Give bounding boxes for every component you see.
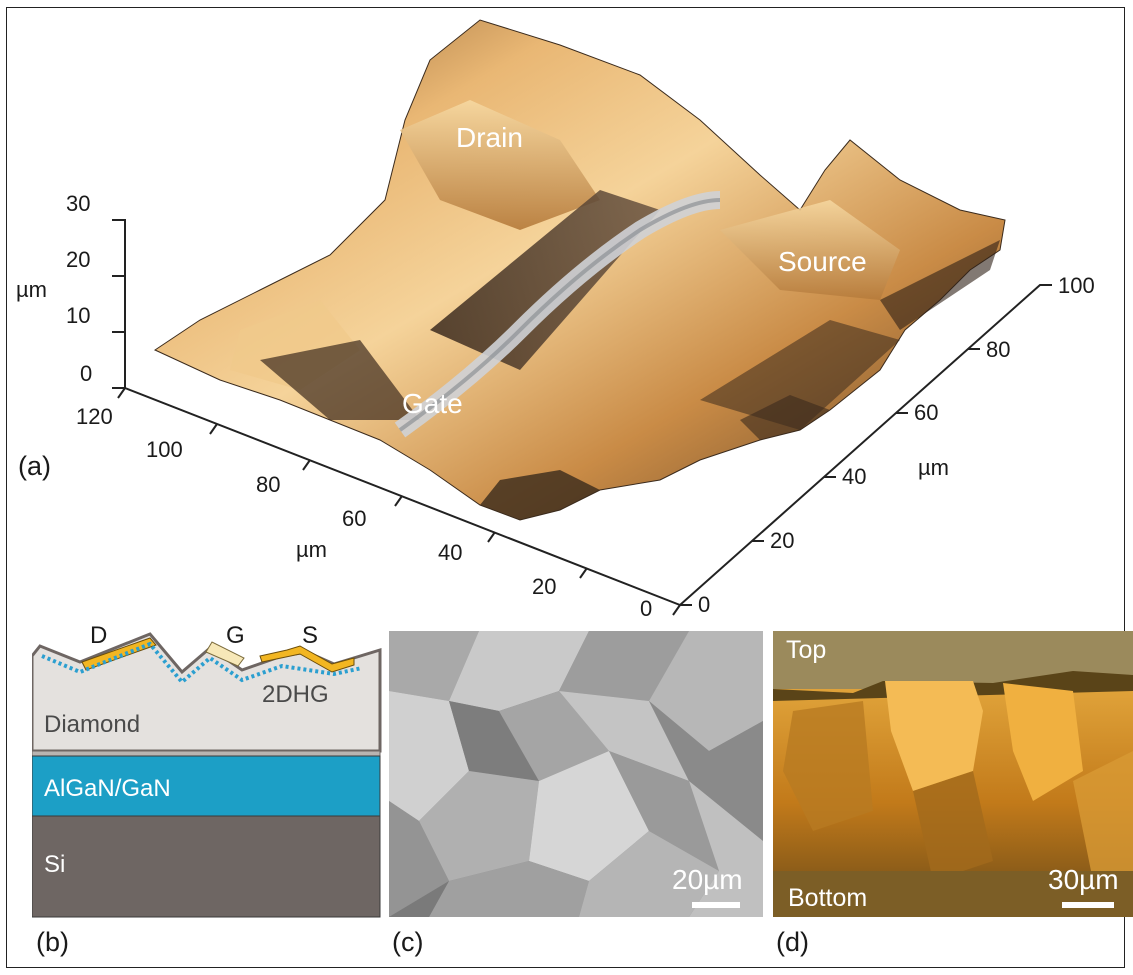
diamond-layer <box>32 632 382 753</box>
right-tick-20: 20 <box>770 528 795 553</box>
algan-layer <box>32 755 381 817</box>
right-tick-60: 60 <box>914 400 939 425</box>
panel-d-letter: (d) <box>776 927 809 957</box>
diamond-label: Diamond <box>44 711 141 738</box>
source-label: Source <box>778 246 867 277</box>
left-tick-60: 60 <box>342 506 367 531</box>
left-tick-80: 80 <box>256 472 281 497</box>
cross-section-image <box>773 631 1133 917</box>
right-tick-80: 80 <box>986 337 1011 362</box>
panel-b-letter: (b) <box>36 927 69 957</box>
sem-image <box>389 631 763 917</box>
left-tick-20: 20 <box>532 574 557 599</box>
drain-label: Drain <box>456 122 523 153</box>
right-tick-40: 40 <box>842 464 867 489</box>
left-tick-120: 120 <box>76 404 113 429</box>
contact-s-label: S <box>302 622 319 649</box>
gate-label: Gate <box>402 388 463 419</box>
contact-d-label: D <box>90 622 108 649</box>
z-tick-20: 20 <box>66 247 91 272</box>
scale-label-c: 20µm <box>672 864 743 895</box>
left-tick-40: 40 <box>438 540 463 565</box>
z-tick-30: 30 <box>66 191 91 216</box>
panel-c-letter: (c) <box>392 927 424 957</box>
figure-frame <box>6 7 1125 968</box>
right-axis-unit: µm <box>918 455 950 480</box>
z-axis-unit: µm <box>16 277 48 302</box>
z-tick-10: 10 <box>66 303 91 328</box>
right-tick-0: 0 <box>698 592 711 617</box>
scale-label-d: 30µm <box>1048 864 1119 895</box>
top-label: Top <box>786 636 827 664</box>
scale-bar-c <box>692 902 740 908</box>
algan-label: AlGaN/GaN <box>44 775 171 802</box>
left-tick-0: 0 <box>640 596 653 621</box>
panel-a-graphic <box>112 19 1052 616</box>
left-tick-100: 100 <box>146 437 183 462</box>
contact-g-label: G <box>226 622 245 649</box>
scale-bar-d <box>1062 902 1114 908</box>
source-contact <box>259 645 355 673</box>
drain-contact <box>81 637 157 671</box>
right-tick-100: 100 <box>1058 273 1095 298</box>
2dhg-dots <box>41 641 363 685</box>
si-label: Si <box>44 851 66 878</box>
channel-label: 2DHG <box>262 681 329 708</box>
layer-stack-diagram <box>32 632 382 918</box>
panel-a-letter: (a) <box>18 451 51 481</box>
left-axis-unit: µm <box>296 537 328 562</box>
si-layer <box>32 815 381 918</box>
gate-contact <box>205 641 245 667</box>
bottom-label: Bottom <box>788 884 868 912</box>
z-tick-0: 0 <box>80 361 93 386</box>
